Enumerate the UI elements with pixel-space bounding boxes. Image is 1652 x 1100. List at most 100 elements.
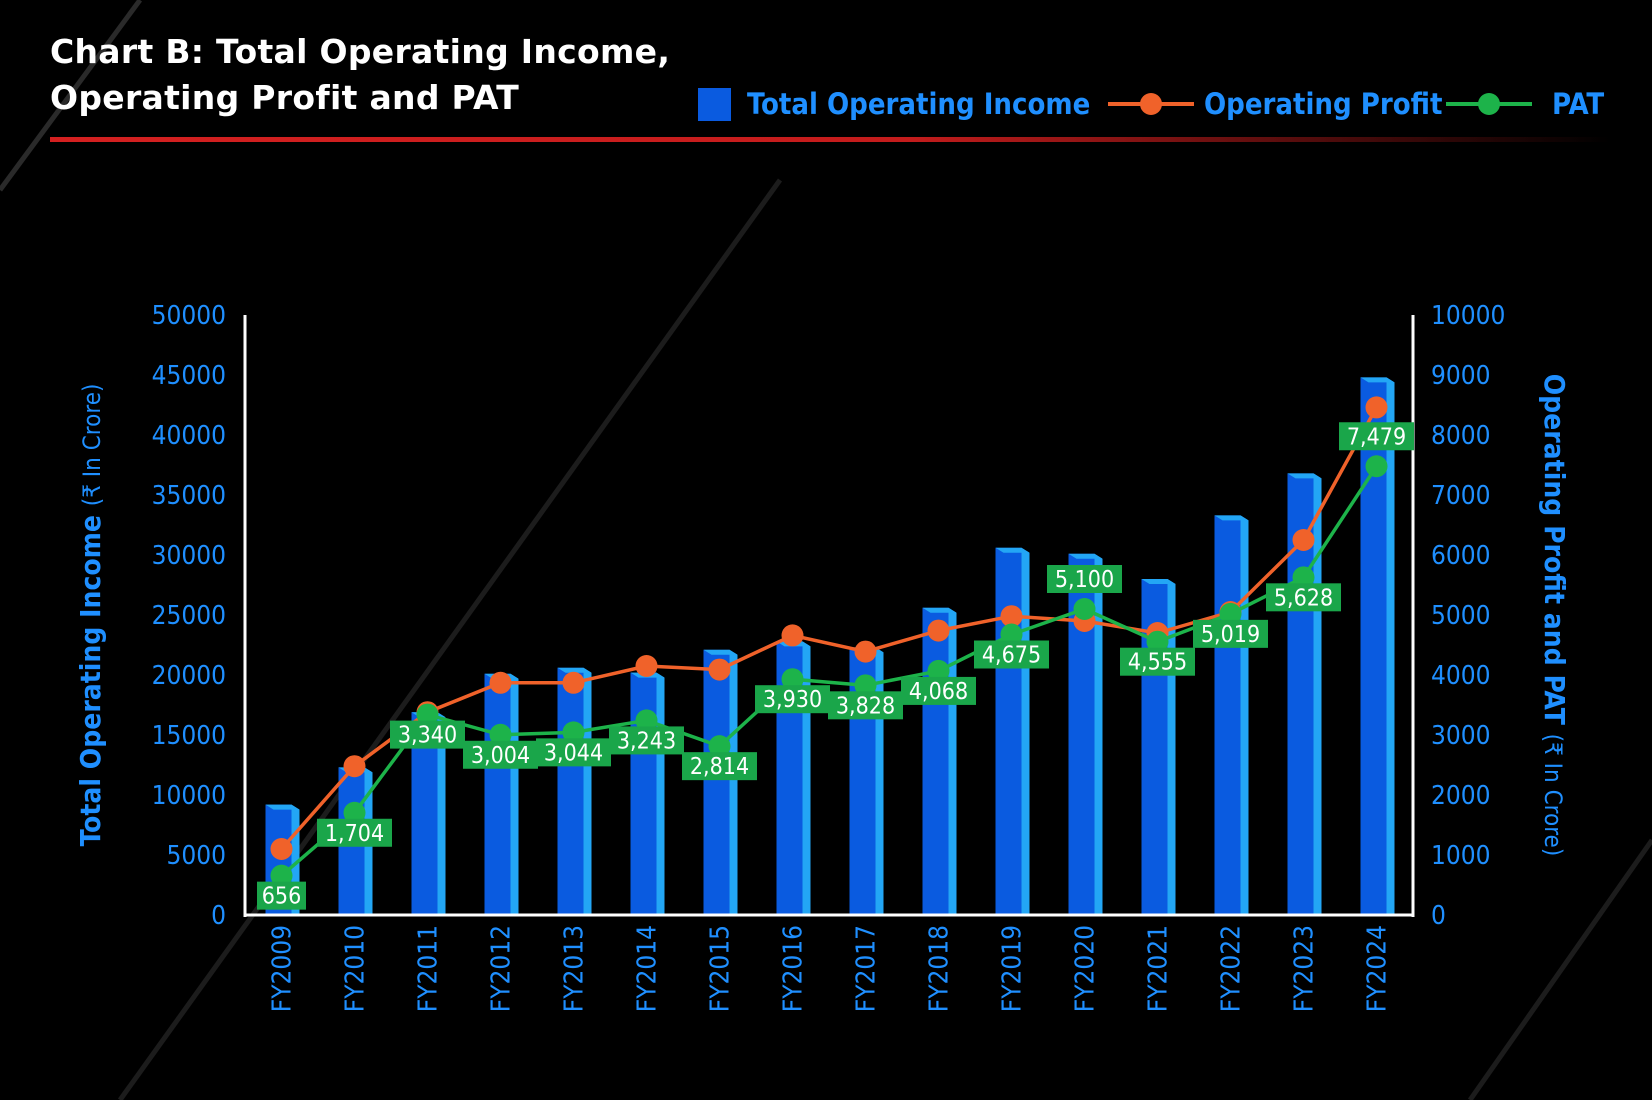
x-tick-label: FY2010 bbox=[341, 925, 371, 1012]
legend-operating-profit-label: Operating Profit bbox=[1204, 87, 1443, 121]
right-tick-label: 5000 bbox=[1431, 601, 1491, 631]
left-axis-title: Total Operating Income (₹ In Crore) bbox=[74, 384, 107, 847]
right-tick-label: 3000 bbox=[1431, 721, 1491, 751]
income-bar-top bbox=[1360, 377, 1395, 383]
pat-data-label: 4,555 bbox=[1128, 650, 1187, 676]
operating-profit-point bbox=[1292, 529, 1315, 551]
pat-point bbox=[708, 735, 731, 758]
income-bar-top bbox=[1214, 515, 1249, 521]
right-tick-label: 9000 bbox=[1431, 361, 1491, 391]
x-tick-label: FY2020 bbox=[1071, 925, 1101, 1012]
income-bar bbox=[703, 649, 730, 915]
operating-profit-point bbox=[343, 755, 366, 778]
income-bar-top bbox=[995, 547, 1030, 553]
income-bar bbox=[484, 673, 511, 915]
legend-operating-profit: Operating Profit bbox=[1106, 86, 1443, 122]
pat-data-label-bg bbox=[1193, 619, 1268, 648]
pat-data-label-bg bbox=[257, 881, 306, 910]
legend-pat-label: PAT bbox=[1552, 87, 1605, 121]
pat-point bbox=[1073, 598, 1096, 620]
income-bar-side bbox=[1240, 515, 1249, 915]
pat-data-label: 4,068 bbox=[909, 679, 968, 705]
pat-line bbox=[280, 465, 1378, 877]
right-tick-label: 10000 bbox=[1431, 301, 1505, 331]
income-bar-side bbox=[656, 672, 665, 915]
x-tick-label: FY2015 bbox=[706, 925, 736, 1012]
income-bar-side bbox=[802, 641, 811, 915]
income-bar-side bbox=[875, 647, 884, 915]
pat-point bbox=[343, 801, 366, 824]
income-bar-side bbox=[437, 712, 446, 915]
pat-point bbox=[489, 723, 512, 746]
operating-profit-point bbox=[562, 671, 585, 694]
pat-point bbox=[1000, 623, 1023, 646]
pat-data-label: 5,100 bbox=[1055, 567, 1114, 593]
pat-data-label-bg bbox=[974, 640, 1049, 669]
pat-data-label: 1,704 bbox=[325, 821, 384, 847]
left-tick-label: 40000 bbox=[152, 421, 226, 451]
x-tick-label: FY2012 bbox=[487, 925, 517, 1012]
income-bar-side bbox=[1313, 473, 1322, 915]
right-tick-label: 7000 bbox=[1431, 481, 1491, 511]
income-bar bbox=[557, 667, 584, 915]
right-tick-label: 0 bbox=[1431, 901, 1446, 931]
x-tick-label: FY2013 bbox=[560, 925, 590, 1012]
income-bar-top bbox=[922, 607, 957, 613]
operating-profit-point bbox=[635, 655, 658, 677]
left-tick-label: 30000 bbox=[152, 541, 226, 571]
legend-income-label: Total Operating Income bbox=[747, 87, 1091, 121]
pat-point bbox=[1292, 566, 1315, 589]
pat-point bbox=[781, 668, 804, 691]
income-bar-side bbox=[729, 649, 738, 915]
chart-title-line-1: Chart B: Total Operating Income, bbox=[50, 32, 671, 71]
income-bar bbox=[630, 672, 657, 915]
right-tick-label: 6000 bbox=[1431, 541, 1491, 571]
left-tick-label: 45000 bbox=[152, 361, 226, 391]
x-tick-label: FY2009 bbox=[268, 925, 298, 1012]
left-tick-label: 35000 bbox=[152, 481, 226, 511]
x-tick-label: FY2023 bbox=[1290, 925, 1320, 1012]
left-tick-label: 50000 bbox=[152, 301, 226, 331]
pat-data-label-bg bbox=[755, 685, 830, 714]
income-bar-top bbox=[703, 649, 738, 655]
pat-data-label: 656 bbox=[262, 884, 302, 910]
operating-profit-point bbox=[708, 658, 731, 681]
legend-income: Total Operating Income bbox=[698, 86, 1090, 122]
pat-point bbox=[562, 721, 585, 744]
right-tick-label: 4000 bbox=[1431, 661, 1491, 691]
income-bar-side bbox=[948, 607, 957, 915]
pat-data-label: 3,004 bbox=[471, 743, 530, 769]
pat-data-label: 3,243 bbox=[617, 728, 676, 754]
pat-point bbox=[854, 674, 877, 697]
pat-point bbox=[416, 703, 439, 726]
pat-data-label-bg bbox=[828, 691, 903, 720]
x-tick-label: FY2014 bbox=[633, 925, 663, 1012]
left-tick-label: 15000 bbox=[152, 721, 226, 751]
right-tick-label: 2000 bbox=[1431, 781, 1491, 811]
operating-profit-point bbox=[270, 838, 293, 860]
operating-profit-point bbox=[1365, 396, 1388, 419]
pat-data-label: 7,479 bbox=[1347, 424, 1406, 450]
pat-data-label-bg bbox=[1047, 565, 1122, 593]
pat-data-label-bg bbox=[317, 818, 392, 847]
left-tick-label: 5000 bbox=[166, 841, 226, 871]
income-bar-top bbox=[265, 804, 300, 810]
x-tick-label: FY2022 bbox=[1217, 925, 1247, 1012]
left-tick-label: 10000 bbox=[152, 781, 226, 811]
x-tick-label: FY2021 bbox=[1144, 925, 1174, 1012]
pat-data-label: 3,340 bbox=[398, 723, 457, 749]
x-tick-label: FY2016 bbox=[779, 925, 809, 1012]
pat-data-label-bg bbox=[463, 740, 538, 769]
x-tick-label: FY2011 bbox=[414, 925, 444, 1012]
operating-profit-point bbox=[489, 671, 512, 694]
pat-point bbox=[1365, 455, 1388, 478]
title-rule bbox=[50, 137, 1610, 142]
chart-title-line-2: Operating Profit and PAT bbox=[50, 78, 520, 117]
pat-point bbox=[635, 709, 658, 732]
income-bar-top bbox=[1068, 553, 1103, 559]
income-bar-top bbox=[1141, 579, 1176, 584]
income-bar-top bbox=[1287, 473, 1322, 479]
